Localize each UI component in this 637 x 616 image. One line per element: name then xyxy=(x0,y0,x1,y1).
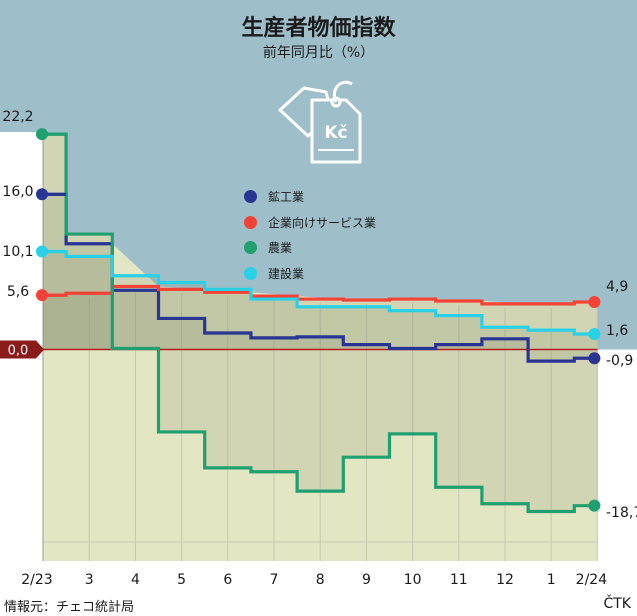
series-end-point-3 xyxy=(588,327,601,340)
series-start-label-3: 10,1 xyxy=(2,244,33,260)
series-end-label-3: 1,6 xyxy=(606,323,628,339)
series-start-label-2: 22,2 xyxy=(2,109,33,125)
x-tick-label: 11 xyxy=(450,572,468,588)
legend-item-construction: 建設業 xyxy=(244,261,376,287)
series-area-2 xyxy=(43,134,598,512)
credit: ČTK xyxy=(603,596,631,612)
legend-label-industry: 鉱工業 xyxy=(268,190,305,205)
legend-label-construction: 建設業 xyxy=(268,266,305,281)
series-end-point-2 xyxy=(588,499,601,512)
series-start-point-3 xyxy=(36,245,48,258)
series-line-3 xyxy=(43,249,598,336)
legend-label-business-services: 企業向けサービス業 xyxy=(268,215,377,230)
legend-swatch-construction xyxy=(244,266,257,280)
legend-item-business-services: 企業向けサービス業 xyxy=(244,210,376,236)
source-note: 情報元：チェコ統計局 xyxy=(4,600,135,615)
x-tick-label: 7 xyxy=(270,572,279,588)
series-start-point-1 xyxy=(36,289,48,302)
series-end-label-2: -18,7 xyxy=(606,505,637,521)
legend-swatch-industry xyxy=(244,190,257,204)
legend-swatch-agriculture xyxy=(244,241,257,255)
x-tick-label: 8 xyxy=(316,572,325,588)
series-start-label-1: 5,6 xyxy=(7,284,29,300)
price-tag-koruna-icon xyxy=(278,80,362,164)
x-tick-label: 6 xyxy=(223,572,232,588)
x-tick-label: 10 xyxy=(404,572,422,588)
zero-label: 0,0 xyxy=(8,344,29,359)
left-label-area xyxy=(0,132,43,352)
legend-item-industry: 鉱工業 xyxy=(244,184,376,210)
x-tick-label: 4 xyxy=(131,572,140,588)
series-end-label-1: 4,9 xyxy=(606,279,628,295)
series-end-point-1 xyxy=(588,295,601,308)
legend: 鉱工業 企業向けサービス業 農業 建設業 xyxy=(244,184,376,286)
x-tick-label: 3 xyxy=(85,572,94,588)
legend-item-agriculture: 農業 xyxy=(244,235,376,261)
series-start-point-0 xyxy=(36,188,48,201)
chart-title: 生産者物価指数 xyxy=(241,16,396,41)
x-tick-label: 1 xyxy=(547,572,556,588)
chart-subtitle: 前年同月比（%） xyxy=(262,45,375,61)
zero-badge xyxy=(0,340,44,359)
x-tick-label: 2/24 xyxy=(576,572,608,588)
legend-swatch-business-services xyxy=(244,215,257,229)
series-line-2 xyxy=(43,132,598,514)
icon-label: Kč xyxy=(324,123,347,143)
legend-label-agriculture: 農業 xyxy=(268,241,293,256)
x-tick-label: 12 xyxy=(496,572,514,588)
x-tick-label: 5 xyxy=(177,572,186,588)
series-end-point-0 xyxy=(588,352,601,365)
series-start-point-2 xyxy=(36,128,48,141)
series-end-label-0: -0,9 xyxy=(606,353,633,369)
x-tick-label: 9 xyxy=(362,572,371,588)
series-area-3 xyxy=(43,251,598,350)
series-line-0 xyxy=(43,192,598,363)
series-start-label-0: 16,0 xyxy=(2,184,33,200)
x-tick-label: 2/23 xyxy=(21,572,52,588)
